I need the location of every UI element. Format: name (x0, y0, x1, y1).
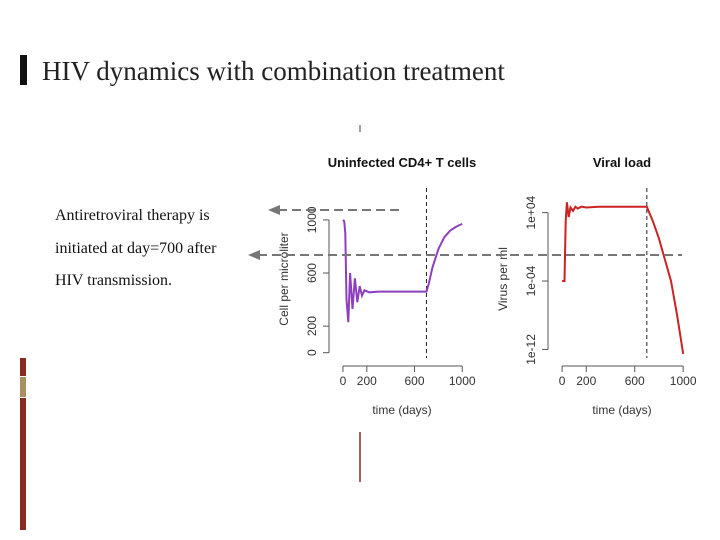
side-bar (20, 358, 26, 376)
y-axis-label: Virus per ml (496, 247, 510, 311)
body-text: Antiretroviral therapy is (55, 207, 210, 224)
slide-title: HIV dynamics with combination treatment (42, 56, 505, 86)
data-line (562, 202, 685, 355)
chart-title: Uninfected CD4+ T cells (328, 155, 476, 170)
y-axis-label: Cell per microliter (277, 232, 291, 325)
arrowhead (248, 250, 260, 260)
y-tick-label: 200 (305, 316, 319, 336)
x-tick-label: 600 (405, 374, 425, 388)
x-tick-label: 1000 (670, 374, 697, 388)
x-axis-label: time (days) (372, 403, 431, 417)
x-tick-label: 200 (357, 374, 377, 388)
side-bar (20, 377, 26, 397)
x-axis-label: time (days) (592, 403, 651, 417)
chart-title: Viral load (593, 155, 651, 170)
y-tick-label: 0 (305, 349, 319, 356)
body-text: HIV transmission. (55, 272, 172, 289)
x-tick-label: 200 (576, 374, 596, 388)
title-bar (20, 55, 27, 85)
charts: Uninfected CD4+ T cells time (days) Cell p… (277, 155, 697, 417)
arrowhead (268, 205, 280, 215)
x-tick-label: 0 (340, 374, 347, 388)
body-text: initiated at day=700 after (55, 240, 217, 257)
x-tick-label: 0 (559, 374, 566, 388)
y-tick-label: 1e-12 (524, 334, 538, 365)
x-tick-label: 1000 (449, 374, 476, 388)
y-tick-label: 1e+04 (524, 195, 538, 229)
x-tick-label: 600 (625, 374, 645, 388)
arrows (248, 205, 682, 260)
y-tick-label: 1000 (305, 206, 319, 233)
side-bar (20, 398, 26, 530)
y-tick-label: 600 (305, 263, 319, 283)
y-tick-label: 1e-04 (524, 265, 538, 296)
data-line (342, 219, 463, 323)
